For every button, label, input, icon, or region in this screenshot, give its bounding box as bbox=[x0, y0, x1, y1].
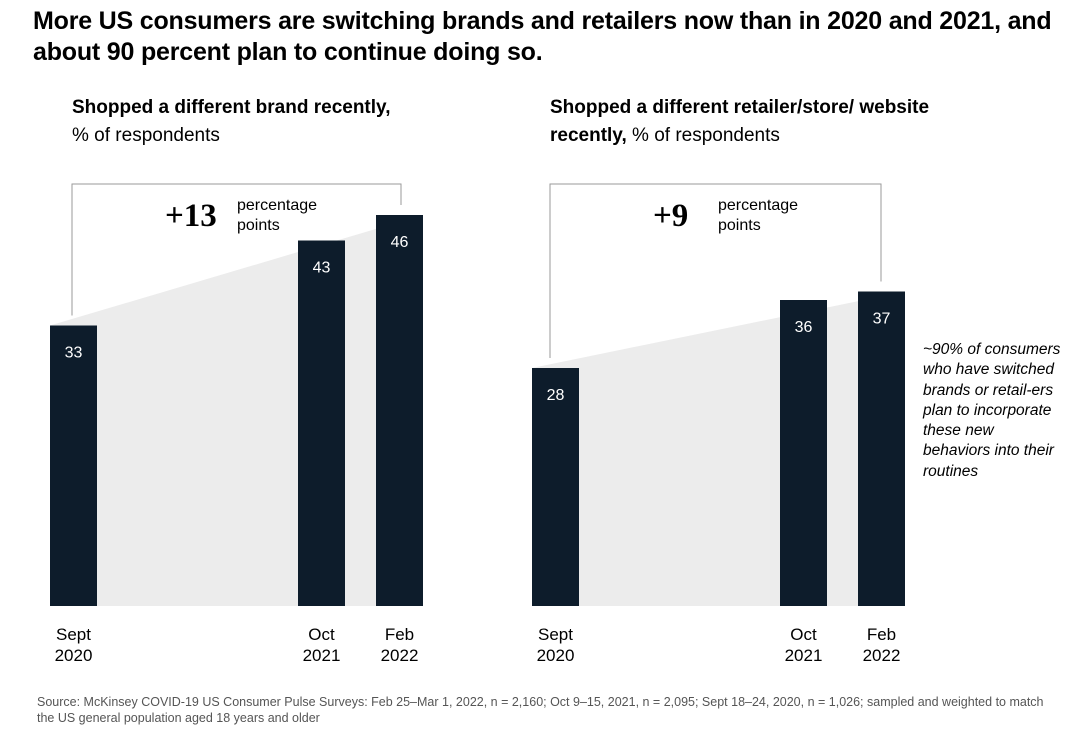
chart1-change-value: +13 bbox=[165, 198, 217, 234]
chart2-trend-band bbox=[532, 291, 905, 606]
chart2-category-label-2: 2021 bbox=[785, 646, 823, 665]
chart1-subtitle-bold: Shopped a different brand recently, bbox=[72, 97, 391, 118]
chart1-subtitle: Shopped a different brand recently, % of… bbox=[72, 94, 492, 150]
chart1-bar-1 bbox=[50, 325, 97, 606]
chart2-value-label-3: 37 bbox=[873, 311, 891, 328]
chart2-value-label-2: 36 bbox=[795, 319, 813, 336]
chart2-value-label-1: 28 bbox=[547, 387, 565, 404]
chart2-category-label-3: 2022 bbox=[863, 646, 901, 665]
chart1-change-bracket bbox=[71, 183, 402, 316]
chart1-change-label: percentage bbox=[237, 197, 317, 214]
chart2-bar-3 bbox=[858, 291, 905, 606]
chart2-bar-2 bbox=[780, 300, 827, 606]
chart1-subtitle-unit: % of respondents bbox=[72, 125, 220, 146]
chart1-category-label-3: Feb bbox=[385, 625, 414, 644]
chart1-category-label-3: 2022 bbox=[381, 646, 419, 665]
chart2-subtitle: Shopped a different retailer/store/ webs… bbox=[550, 94, 970, 150]
chart1-value-label-1: 33 bbox=[65, 345, 83, 362]
chart2-change-bracket bbox=[549, 183, 882, 358]
chart1-change-label: points bbox=[237, 217, 280, 234]
chart2-category-label-2: Oct bbox=[790, 625, 817, 644]
chart2-change-label: points bbox=[718, 217, 761, 234]
chart1-value-label-3: 46 bbox=[391, 234, 409, 251]
chart2-subtitle-unit: % of respondents bbox=[632, 125, 780, 146]
chart2-category-label-3: Feb bbox=[867, 625, 896, 644]
chart1-trend-band bbox=[50, 215, 423, 606]
switching-note: ~90% of consumers who have switched bran… bbox=[923, 341, 1061, 480]
chart-title: More US consumers are switching brands a… bbox=[33, 7, 1052, 66]
chart1-bar-2 bbox=[298, 240, 345, 606]
chart1-category-label-1: Sept bbox=[56, 625, 91, 644]
chart2-change-value: +9 bbox=[653, 198, 688, 234]
chart2-subtitle-bold: Shopped a different retailer/store/ webs… bbox=[550, 97, 930, 146]
chart2-category-label-1: Sept bbox=[538, 625, 573, 644]
chart1-category-label-1: 2020 bbox=[55, 646, 93, 665]
chart2-change-label: percentage bbox=[718, 197, 798, 214]
chart2-category-label-1: 2020 bbox=[537, 646, 575, 665]
chart2-bar-1 bbox=[532, 368, 579, 606]
chart1-category-label-2: Oct bbox=[308, 625, 335, 644]
chart1-category-label-2: 2021 bbox=[303, 646, 341, 665]
chart1-bar-3 bbox=[376, 215, 423, 606]
source-note: Source: McKinsey COVID-19 US Consumer Pu… bbox=[37, 695, 1044, 725]
chart1-value-label-2: 43 bbox=[313, 260, 331, 277]
